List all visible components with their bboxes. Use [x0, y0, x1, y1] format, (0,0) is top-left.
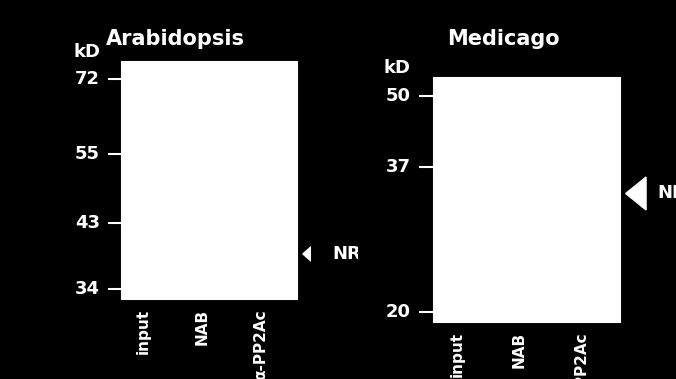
Text: 72: 72	[75, 70, 100, 88]
Text: Arabidopsis: Arabidopsis	[106, 29, 245, 49]
Bar	[122, 62, 297, 299]
Text: 20: 20	[385, 302, 410, 321]
Text: 55: 55	[75, 145, 100, 163]
Text: 34: 34	[75, 280, 100, 298]
Text: NRP: NRP	[658, 185, 676, 202]
Text: input: input	[136, 309, 151, 354]
Polygon shape	[303, 237, 322, 270]
Text: 43: 43	[75, 214, 100, 232]
Text: α-PP2Aᴄ: α-PP2Aᴄ	[253, 309, 268, 379]
Text: α-PP2Aᴄ: α-PP2Aᴄ	[574, 332, 589, 379]
Text: input: input	[450, 332, 465, 377]
Text: NRP: NRP	[333, 245, 375, 263]
Polygon shape	[626, 177, 646, 210]
Text: kD: kD	[383, 60, 410, 77]
Text: NAB: NAB	[512, 332, 527, 368]
Bar	[434, 78, 620, 322]
Text: NAB: NAB	[195, 309, 210, 345]
Text: kD: kD	[73, 43, 100, 61]
Text: 50: 50	[385, 86, 410, 105]
Text: Medicago: Medicago	[448, 29, 560, 49]
Text: 37: 37	[385, 158, 410, 175]
